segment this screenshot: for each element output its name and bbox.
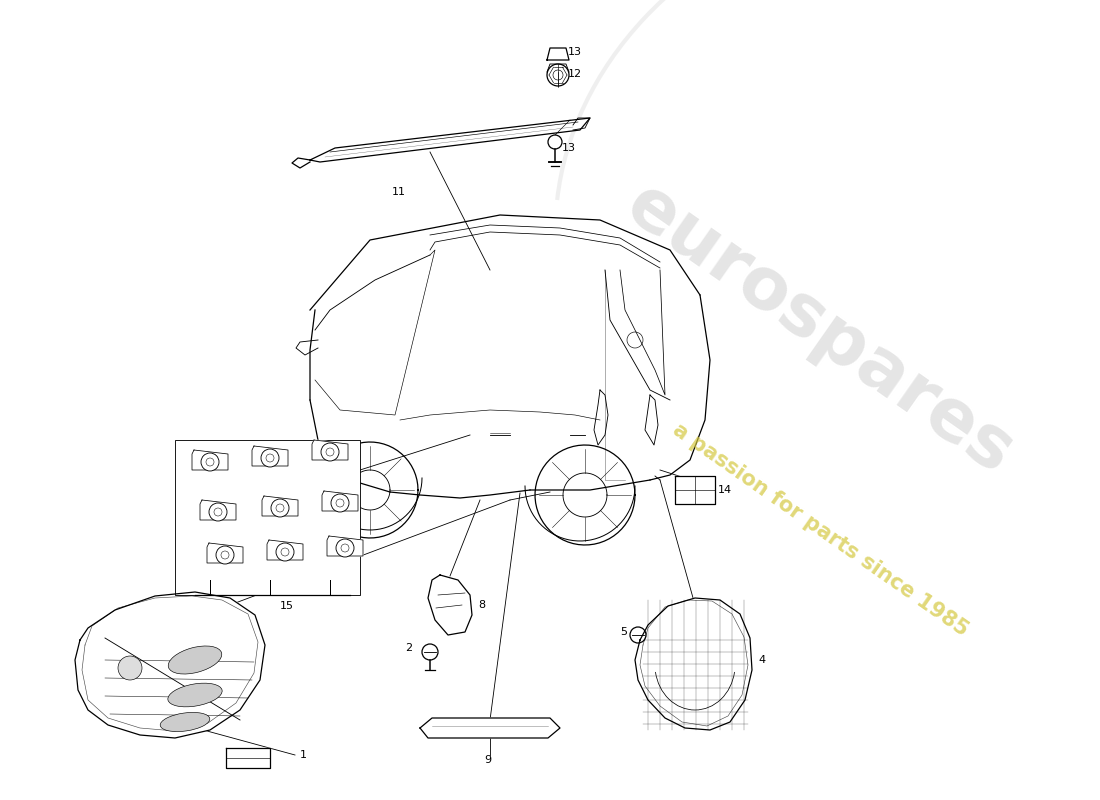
Polygon shape: [428, 575, 472, 635]
Polygon shape: [635, 598, 752, 730]
Text: 9: 9: [484, 755, 491, 765]
Polygon shape: [322, 491, 358, 511]
Polygon shape: [262, 496, 298, 516]
Circle shape: [321, 443, 339, 461]
Text: 14: 14: [718, 485, 733, 495]
Text: 4: 4: [758, 655, 766, 665]
Text: 15: 15: [280, 601, 294, 611]
Text: 2: 2: [405, 643, 412, 653]
Circle shape: [209, 503, 227, 521]
Ellipse shape: [168, 683, 222, 707]
Circle shape: [118, 656, 142, 680]
Polygon shape: [200, 500, 236, 520]
Circle shape: [331, 494, 349, 512]
Polygon shape: [310, 118, 590, 162]
Text: 1: 1: [300, 750, 307, 760]
Polygon shape: [675, 476, 715, 504]
Polygon shape: [207, 543, 243, 563]
Circle shape: [261, 449, 279, 467]
Polygon shape: [312, 440, 348, 460]
Polygon shape: [226, 748, 270, 768]
Polygon shape: [252, 446, 288, 466]
Polygon shape: [75, 592, 265, 738]
Polygon shape: [420, 718, 560, 738]
Circle shape: [201, 453, 219, 471]
Circle shape: [276, 543, 294, 561]
Text: 11: 11: [392, 187, 406, 197]
Polygon shape: [267, 540, 303, 560]
Text: eurospares: eurospares: [613, 170, 1027, 490]
Polygon shape: [547, 48, 569, 72]
Circle shape: [216, 546, 234, 564]
Bar: [175, 440, 360, 595]
Circle shape: [271, 499, 289, 517]
Text: 3: 3: [245, 753, 251, 763]
Ellipse shape: [161, 713, 210, 731]
Polygon shape: [327, 536, 363, 556]
Polygon shape: [192, 450, 228, 470]
Text: a passion for parts since 1985: a passion for parts since 1985: [669, 420, 971, 640]
Ellipse shape: [168, 646, 222, 674]
Text: 13: 13: [562, 143, 576, 153]
Text: 8: 8: [478, 600, 485, 610]
Circle shape: [336, 539, 354, 557]
Text: 12: 12: [568, 69, 582, 79]
Text: 5: 5: [620, 627, 627, 637]
Text: 13: 13: [568, 47, 582, 57]
